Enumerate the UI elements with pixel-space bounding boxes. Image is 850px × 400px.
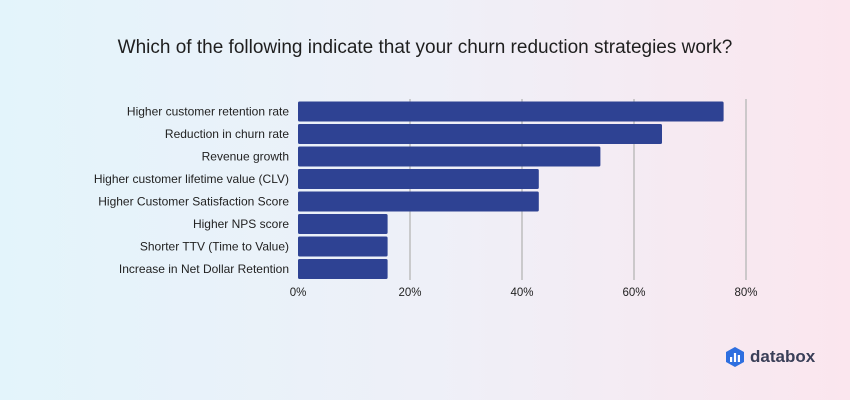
x-tick-label: 80% <box>734 287 757 299</box>
bar <box>298 124 662 144</box>
x-tick-label: 40% <box>510 287 533 299</box>
x-tick-label: 20% <box>398 287 421 299</box>
x-axis-ticks: 0% 20% 40% 60% 80% <box>290 287 758 299</box>
category-labels: Higher customer retention rate Reduction … <box>94 105 290 277</box>
category-label: Higher customer lifetime value (CLV) <box>94 172 289 186</box>
databox-logo-text: databox <box>750 347 816 366</box>
category-label: Higher customer retention rate <box>127 105 289 119</box>
bar <box>298 236 388 257</box>
category-label: Higher NPS score <box>193 217 289 231</box>
databox-logo: databox <box>726 347 815 367</box>
x-tick-label: 60% <box>622 287 645 299</box>
bar <box>298 169 539 189</box>
bar <box>298 214 388 234</box>
category-label: Reduction in churn rate <box>165 127 289 141</box>
bar <box>298 259 388 279</box>
category-label: Shorter TTV (Time to Value) <box>140 240 289 254</box>
category-label: Revenue growth <box>202 150 289 164</box>
category-label: Increase in Net Dollar Retention <box>119 262 289 276</box>
bar <box>298 146 601 167</box>
bar <box>298 101 724 122</box>
bars <box>298 101 724 279</box>
category-label: Higher Customer Satisfaction Score <box>98 195 289 209</box>
databox-logo-icon <box>726 347 744 367</box>
bar <box>298 191 539 212</box>
x-tick-label: 0% <box>290 287 307 299</box>
chart-title: Which of the following indicate that you… <box>117 37 733 58</box>
